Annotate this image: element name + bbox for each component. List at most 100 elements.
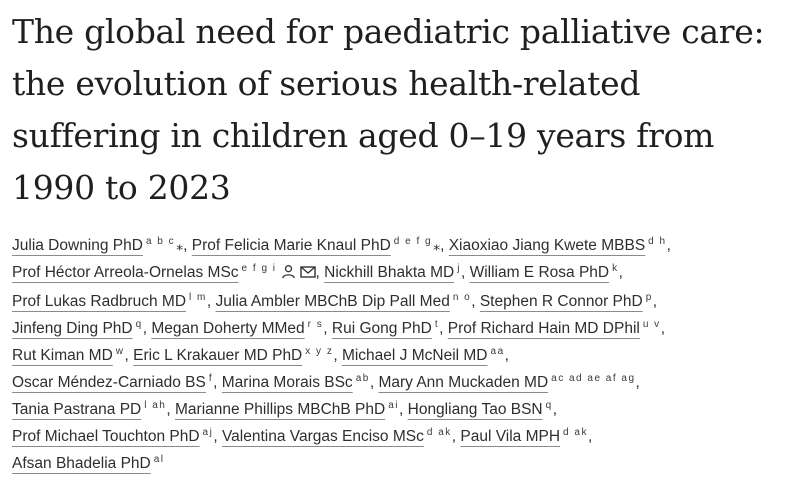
author-separator: , [323, 320, 332, 337]
author-separator: , [504, 347, 509, 364]
author-item: Afsan Bhadelia PhD al [12, 454, 165, 473]
author-item: Rut Kiman MD w, [12, 346, 134, 365]
affiliation-superscript[interactable]: n o [452, 292, 472, 303]
author-name-link[interactable]: Prof Felicia Marie Knaul PhD [191, 237, 391, 254]
author-list: Julia Downing PhD a b c⁎, Prof Felicia Ma… [12, 232, 797, 477]
affiliation-superscript[interactable]: d e f g [393, 236, 433, 247]
affiliation-superscript[interactable]: aa [490, 346, 505, 357]
author-name-link[interactable]: Mary Ann Muckaden MD [378, 374, 549, 391]
author-name-link[interactable]: Tania Pastrana PD [12, 401, 142, 418]
affiliation-superscript[interactable]: t [434, 319, 440, 330]
author-item: Megan Doherty MMed r s, [151, 319, 332, 338]
author-name-link[interactable]: Julia Downing PhD [12, 237, 143, 254]
affiliation-superscript[interactable]: al [153, 454, 165, 465]
author-separator: , [399, 401, 408, 418]
author-separator: , [471, 293, 480, 310]
corresponding-author-star[interactable]: ⁎ [176, 237, 184, 253]
author-name-link[interactable]: Rut Kiman MD [12, 347, 113, 364]
article-title: The global need for paediatric palliativ… [12, 12, 765, 207]
affiliation-superscript[interactable]: e f g i [241, 263, 277, 274]
author-name-link[interactable]: Hongliang Tao BSN [407, 401, 543, 418]
affiliation-superscript[interactable]: x y z [305, 346, 334, 357]
author-item: Julia Downing PhD a b c⁎, [12, 236, 192, 255]
affiliation-superscript[interactable]: j [457, 263, 461, 274]
affiliation-superscript[interactable]: l ah [144, 400, 167, 411]
author-name-link[interactable]: Valentina Vargas Enciso MSc [221, 428, 424, 445]
author-name-link[interactable]: Xiaoxiao Jiang Kwete MBBS [448, 237, 646, 254]
author-item: Marianne Phillips MBChB PhD ai, [175, 400, 408, 419]
affiliation-superscript[interactable]: r s [307, 319, 324, 330]
author-name-link[interactable]: Michael J McNeil MD [341, 347, 488, 364]
affiliation-superscript[interactable]: q [545, 400, 553, 411]
author-name-link[interactable]: Prof Héctor Arreola-Ornelas MSc [12, 264, 239, 281]
affiliation-superscript[interactable]: ai [388, 400, 399, 411]
author-separator: , [618, 264, 623, 281]
affiliation-superscript[interactable]: l m [189, 292, 207, 303]
affiliation-superscript[interactable]: u v [642, 319, 661, 330]
author-item: Jinfeng Ding PhD q, [12, 319, 151, 338]
affiliation-superscript[interactable]: aj [202, 427, 214, 438]
author-separator: , [451, 428, 461, 445]
author-separator: , [666, 237, 671, 254]
author-name-link[interactable]: Prof Michael Touchton PhD [12, 428, 200, 445]
author-item: Marina Morais BSc ab, [221, 373, 379, 392]
author-separator: , [635, 374, 640, 391]
author-item: Stephen R Connor PhD p, [479, 292, 658, 311]
author-name-link[interactable]: Prof Lukas Radbruch MD [12, 293, 187, 310]
author-separator: , [440, 237, 449, 254]
author-separator: , [124, 347, 134, 364]
author-name-link[interactable]: Megan Doherty MMed [151, 320, 305, 337]
author-item: Oscar Méndez-Carniado BS f, [12, 373, 222, 392]
author-item: Nickhill Bhakta MD j, [324, 263, 470, 282]
author-name-link[interactable]: Rui Gong PhD [331, 320, 432, 337]
author-name-link[interactable]: Paul Vila MPH [460, 428, 561, 445]
author-separator: , [213, 428, 222, 445]
author-separator: , [552, 401, 557, 418]
author-item: Michael J McNeil MD aa, [341, 346, 509, 365]
author-name-link[interactable]: Stephen R Connor PhD [479, 293, 643, 310]
affiliation-superscript[interactable]: k [612, 263, 619, 274]
author-separator: , [166, 401, 175, 418]
corresponding-author-star[interactable]: ⁎ [433, 237, 441, 253]
author-item: Xiaoxiao Jiang Kwete MBBS d h, [448, 236, 671, 255]
author-item: Tania Pastrana PD l ah, [12, 400, 175, 419]
author-item: Rui Gong PhD t, [331, 319, 448, 338]
author-separator: , [213, 374, 222, 391]
affiliation-superscript[interactable]: q [135, 319, 143, 330]
author-name-link[interactable]: Julia Ambler MBChB Dip Pall Med [215, 293, 450, 310]
author-name-link[interactable]: Prof Richard Hain MD DPhil [447, 320, 640, 337]
affiliation-superscript[interactable]: ac ad ae af ag [551, 373, 636, 384]
affiliation-superscript[interactable]: a b c [145, 236, 176, 247]
author-name-link[interactable]: Afsan Bhadelia PhD [12, 455, 151, 472]
affiliation-superscript[interactable]: p [645, 292, 653, 303]
affiliation-superscript[interactable]: w [115, 346, 125, 357]
author-separator: , [460, 264, 470, 281]
author-name-link[interactable]: Marianne Phillips MBChB PhD [175, 401, 386, 418]
author-name-link[interactable]: Nickhill Bhakta MD [324, 264, 455, 281]
author-item: William E Rosa PhD k, [469, 263, 623, 282]
author-separator: , [183, 237, 192, 254]
author-name-link[interactable]: Eric L Krakauer MD PhD [133, 347, 303, 364]
envelope-icon[interactable] [299, 261, 316, 288]
affiliation-superscript[interactable]: d ak [563, 427, 588, 438]
author-name-link[interactable]: Jinfeng Ding PhD [12, 320, 133, 337]
affiliation-superscript[interactable]: d h [648, 236, 667, 247]
author-item: Paul Vila MPH d ak, [460, 427, 593, 446]
affiliation-superscript[interactable]: d ak [426, 427, 452, 438]
author-separator: , [333, 347, 342, 364]
author-separator: , [652, 293, 658, 310]
author-item: Prof Lukas Radbruch MD l m, [12, 292, 216, 311]
author-name-link[interactable]: William E Rosa PhD [469, 264, 610, 281]
author-separator: , [587, 428, 593, 445]
author-separator: , [315, 264, 325, 281]
affiliation-superscript[interactable]: ab [355, 373, 370, 384]
author-separator: , [369, 374, 379, 391]
author-separator: , [439, 320, 448, 337]
person-icon[interactable] [281, 261, 296, 288]
affiliation-superscript[interactable]: f [208, 373, 214, 384]
author-item: Mary Ann Muckaden MD ac ad ae af ag, [378, 373, 640, 392]
author-item: Eric L Krakauer MD PhD x y z, [133, 346, 342, 365]
author-name-link[interactable]: Marina Morais BSc [221, 374, 353, 391]
author-name-link[interactable]: Oscar Méndez-Carniado BS [12, 374, 206, 391]
author-item: Prof Michael Touchton PhD aj, [12, 427, 222, 446]
